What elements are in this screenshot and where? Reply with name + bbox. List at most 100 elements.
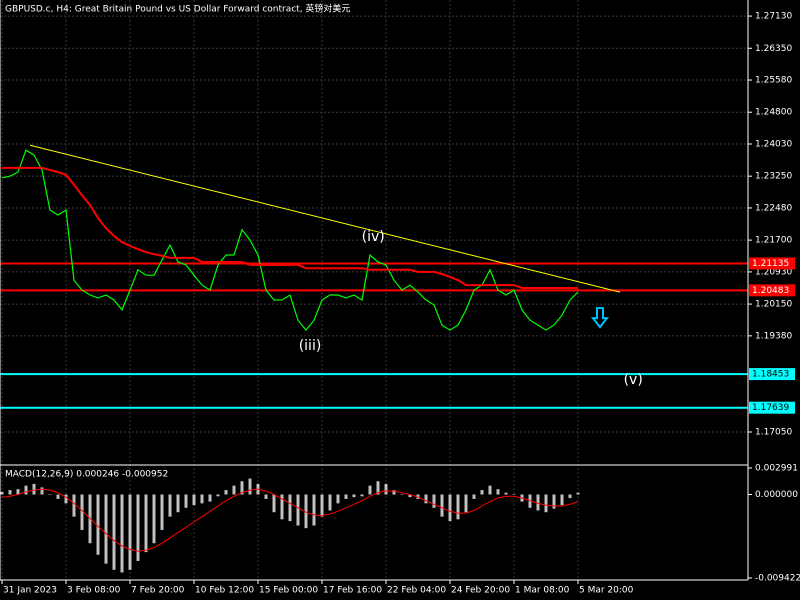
wave-label: (v)	[624, 372, 643, 388]
trendline	[29, 144, 621, 293]
macd-bar	[120, 494, 124, 573]
macd-signal	[1, 488, 579, 552]
plot: (iv) (iii) (v)	[0, 0, 748, 580]
y-tick-label: 1.19380	[755, 331, 792, 341]
macd-bar	[296, 494, 300, 526]
macd-bar	[480, 490, 484, 495]
macd-bar	[168, 494, 172, 517]
level-label-box	[749, 257, 795, 270]
y-tick-label: 1.25580	[755, 76, 792, 86]
macd-bar	[264, 494, 268, 499]
x-tick-label: 10 Feb 12:00	[195, 586, 254, 596]
x-tick-label: 17 Feb 16:00	[323, 586, 382, 596]
macd-bar	[96, 494, 100, 555]
macd-bar	[0, 491, 4, 495]
x-tick-label: 31 Jan 2023	[3, 586, 57, 596]
macd-bar	[48, 494, 52, 496]
y-tick-label: 1.20930	[755, 267, 792, 277]
macd-bar	[568, 494, 572, 499]
macd-bar	[288, 494, 292, 522]
macd-bar	[24, 485, 28, 495]
macd-bar	[144, 494, 148, 553]
macd-bar	[40, 487, 44, 495]
level-label: 1.21135	[752, 259, 789, 269]
macd-bar	[344, 494, 348, 499]
y-tick-label: 1.26350	[755, 44, 792, 54]
macd-bar	[216, 494, 220, 497]
y-tick-label: 1.17050	[755, 427, 792, 437]
macd-bar	[360, 494, 364, 497]
macd-bar	[456, 494, 460, 520]
macd-bar	[472, 494, 476, 499]
macd-bar	[552, 494, 556, 509]
macd-bar	[8, 490, 12, 495]
x-tick-label: 22 Feb 04:00	[387, 586, 446, 596]
macd-bar	[200, 494, 204, 504]
wave-label: (iv)	[362, 229, 385, 245]
level-label: 1.17639	[752, 403, 789, 413]
y-tick-label: -0.009422	[755, 574, 800, 584]
x-tick-label: 24 Feb 20:00	[451, 586, 510, 596]
macd-bar	[152, 494, 156, 544]
y-tick-label: 1.24030	[755, 139, 792, 149]
x-tick-label: 7 Feb 20:00	[131, 586, 185, 596]
macd-bar	[376, 481, 380, 495]
macd-bar	[112, 494, 116, 570]
level-label: 1.18453	[752, 370, 789, 380]
macd-bar	[176, 494, 180, 513]
macd-bar	[160, 494, 164, 530]
macd-bar	[408, 494, 412, 498]
y-tick-label: 1.21700	[755, 236, 792, 246]
x-tick-label: 5 Mar 20:00	[579, 586, 634, 596]
macd-bar	[560, 494, 564, 506]
y-tick-label: 1.20150	[755, 300, 792, 310]
macd-bar	[208, 494, 212, 502]
macd-bar	[104, 494, 108, 564]
x-tick-label: 3 Feb 08:00	[67, 586, 121, 596]
macd-bar	[128, 494, 132, 570]
macd-bar	[248, 478, 252, 495]
macd-bar	[392, 490, 396, 495]
y-tick-label: 0.002991	[755, 464, 798, 474]
x-tick-label: 15 Feb 00:00	[259, 586, 318, 596]
moving-average	[2, 166, 578, 289]
level-label: 1.20483	[752, 286, 789, 296]
y-tick-label: 0.000000	[755, 490, 798, 500]
macd-bar	[440, 494, 444, 517]
macd-bar	[384, 483, 388, 495]
wave-label: (iii)	[299, 338, 322, 354]
macd-bar	[192, 494, 196, 506]
macd-bar	[536, 494, 540, 511]
macd-bar	[544, 494, 548, 513]
macd-bar	[224, 490, 228, 495]
macd-bar	[400, 494, 404, 496]
macd-bar	[232, 485, 236, 495]
macd-bar	[184, 494, 188, 508]
indicator-label: MACD(12,26,9) 0.000246 -0.000952	[5, 470, 168, 480]
y-tick-label: 1.27130	[755, 12, 792, 22]
macd-bar	[280, 494, 284, 520]
macd-bar	[272, 494, 276, 513]
macd-bar	[512, 494, 516, 496]
macd-bar	[576, 492, 580, 495]
macd-bar	[240, 481, 244, 495]
macd-bar	[504, 492, 508, 495]
macd-bar	[368, 485, 372, 495]
level-label-box	[749, 368, 795, 381]
y-tick-label: 1.24800	[755, 108, 792, 118]
macd-bar	[424, 494, 428, 504]
level-label-box	[749, 401, 795, 414]
macd-bar	[464, 494, 468, 513]
macd-bar	[496, 489, 500, 495]
macd-bar	[328, 494, 332, 511]
y-tick-label: 1.23250	[755, 172, 792, 182]
macd-bar	[32, 483, 36, 495]
chart-title: GBPUSD.c, H4: Great Britain Pound vs US …	[5, 3, 350, 15]
macd-bar	[336, 494, 340, 504]
macd-bar	[312, 494, 316, 526]
macd-bar	[432, 494, 436, 508]
level-label-box	[749, 284, 795, 297]
macd-bar	[136, 494, 140, 561]
